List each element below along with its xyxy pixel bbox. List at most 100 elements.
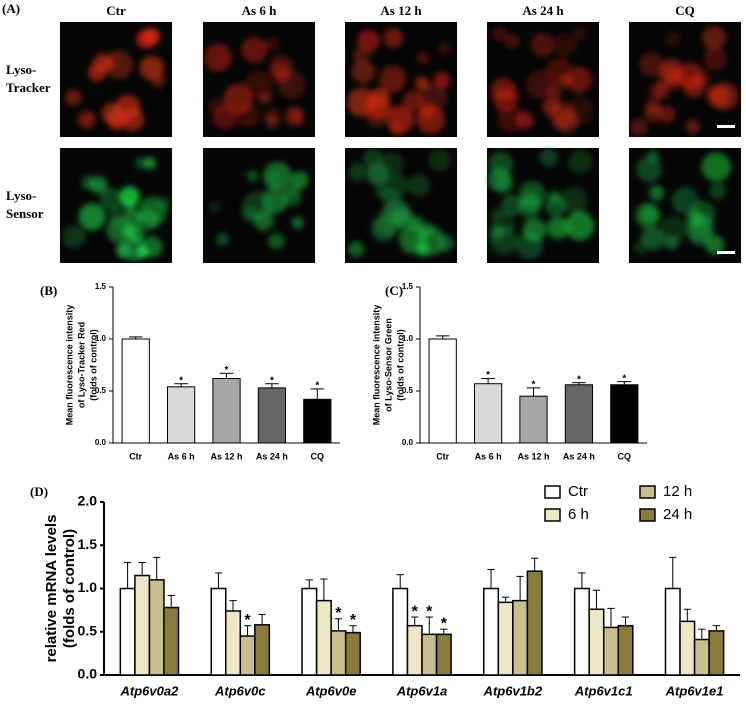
cell	[640, 226, 665, 251]
bar	[121, 338, 150, 444]
cell	[136, 29, 156, 49]
bar	[163, 606, 180, 676]
x-tick-label: As 12 h	[210, 451, 242, 461]
x-tick-label: Atp6v1b2	[483, 683, 543, 698]
cell	[127, 225, 145, 243]
bar	[602, 626, 620, 676]
cell	[62, 225, 86, 249]
bar	[512, 599, 529, 676]
cell	[525, 69, 556, 100]
cell	[639, 52, 663, 76]
panel-label: (A)	[2, 1, 20, 16]
cell	[702, 25, 726, 50]
cell	[687, 221, 713, 246]
column-header: As 12 h	[380, 3, 422, 18]
cell	[282, 187, 302, 207]
cell	[136, 245, 149, 259]
bar	[679, 620, 696, 676]
cell	[683, 75, 705, 98]
bar	[212, 378, 241, 444]
panel-label: (D)	[30, 484, 48, 499]
significance-mark: *	[486, 370, 490, 381]
cell	[685, 119, 700, 134]
bar	[254, 624, 271, 676]
micrograph	[345, 148, 457, 263]
x-tick-label: CQ	[618, 451, 632, 461]
bar	[210, 587, 227, 676]
bar	[257, 387, 287, 444]
cell	[428, 149, 451, 172]
column-header: As 6 h	[242, 3, 277, 18]
cell	[408, 174, 431, 197]
cells	[630, 25, 739, 137]
bar	[344, 631, 361, 676]
legend-swatch	[639, 508, 656, 522]
cell	[267, 172, 282, 187]
cell	[636, 156, 662, 183]
cell	[157, 196, 171, 210]
legend-label: 6 h	[568, 506, 589, 523]
cell	[269, 55, 294, 79]
cell	[203, 43, 232, 72]
cell	[506, 87, 520, 101]
cell	[139, 55, 164, 81]
cell	[554, 108, 579, 134]
legend-label: Ctr	[568, 483, 588, 500]
y-tick-label: 1.5	[95, 282, 107, 291]
x-tick-label: Atp6v1c1	[574, 683, 633, 698]
cell	[565, 66, 593, 93]
significance-mark: *	[225, 365, 229, 376]
y-tick-label: 0.0	[402, 438, 414, 447]
cell	[379, 66, 407, 93]
micrograph	[345, 22, 457, 137]
cell	[539, 148, 558, 167]
y-tick-label: 0.5	[402, 386, 414, 395]
cell	[664, 235, 679, 251]
bar	[166, 386, 196, 444]
cell	[119, 186, 140, 207]
cells	[490, 26, 595, 134]
column-header: Ctr	[106, 3, 126, 18]
cell	[351, 59, 376, 84]
micrograph	[203, 22, 315, 137]
bar	[406, 624, 423, 676]
legend-label: 24 h	[663, 506, 692, 523]
cells	[347, 27, 452, 137]
cell	[290, 171, 310, 190]
legend-swatch	[544, 508, 561, 522]
cell	[223, 83, 254, 114]
cell	[99, 187, 123, 211]
cell	[244, 70, 274, 99]
y-axis-label: (folds of control)	[395, 329, 405, 401]
cell	[121, 108, 145, 132]
cell	[242, 207, 258, 223]
cell	[366, 107, 387, 128]
x-tick-label: As 12 h	[517, 451, 549, 461]
x-tick-label: Atp6v0c	[214, 683, 266, 698]
y-tick-label: 1.0	[95, 334, 107, 343]
cell	[108, 207, 127, 226]
significance-mark: *	[532, 380, 536, 391]
bar	[610, 384, 639, 444]
cells	[62, 156, 171, 262]
cell	[263, 108, 280, 125]
bar	[421, 633, 438, 676]
cell	[548, 190, 561, 203]
cell	[659, 215, 688, 244]
row-label: Tracker	[6, 80, 51, 95]
cells	[203, 36, 306, 130]
cell	[208, 201, 221, 214]
micrograph	[629, 22, 741, 137]
cell	[348, 162, 367, 182]
x-tick-label: Atp6v1a	[396, 683, 448, 698]
bar	[315, 599, 332, 676]
significance-mark: *	[335, 605, 342, 622]
y-tick-label: 0.5	[95, 386, 107, 395]
significance-mark: *	[577, 374, 581, 385]
y-tick-label: 1.0	[402, 334, 414, 343]
cell	[81, 175, 96, 190]
cells	[65, 27, 165, 132]
cell	[565, 211, 595, 241]
x-tick-label: As 24 h	[256, 451, 288, 461]
cell	[709, 182, 726, 200]
